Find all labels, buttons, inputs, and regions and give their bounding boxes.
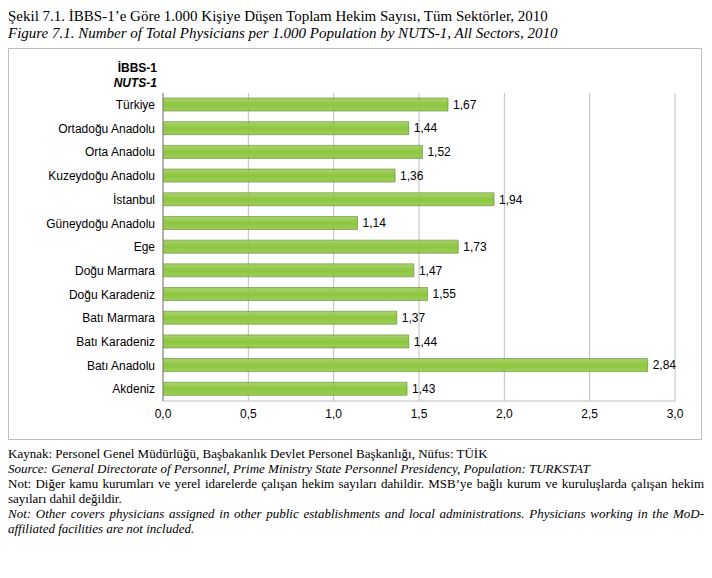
svg-text:1,55: 1,55 — [433, 287, 457, 301]
svg-text:1,5: 1,5 — [411, 407, 428, 421]
svg-text:1,73: 1,73 — [463, 240, 487, 254]
svg-text:1,14: 1,14 — [363, 216, 387, 230]
svg-text:1,0: 1,0 — [325, 407, 342, 421]
svg-text:Doğu Karadeniz: Doğu Karadeniz — [69, 288, 155, 302]
svg-text:0,5: 0,5 — [240, 407, 257, 421]
svg-text:İstanbul: İstanbul — [113, 193, 155, 207]
svg-text:2,84: 2,84 — [653, 358, 677, 372]
svg-text:Doğu Marmara: Doğu Marmara — [75, 264, 155, 278]
svg-text:Güneydoğu Anadolu: Güneydoğu Anadolu — [46, 217, 155, 231]
html-text:İBBS-1: İBBS-1 — [117, 61, 157, 75]
svg-text:Akdeniz: Akdeniz — [112, 382, 155, 396]
svg-text:1,44: 1,44 — [414, 121, 438, 135]
html-text:Not: Other covers physicians a: Not: Other covers physicians assigned in… — [8, 506, 704, 536]
html-text:Kaynak: Personel Genel Müdürlü: Kaynak: Personel Genel Müdürlüğü, Başbak… — [8, 446, 488, 461]
svg-text:Orta Anadolu: Orta Anadolu — [85, 145, 155, 159]
svg-text:Batı Marmara: Batı Marmara — [82, 311, 155, 325]
svg-text:2,0: 2,0 — [496, 407, 513, 421]
svg-text:1,47: 1,47 — [419, 264, 443, 278]
svg-text:1,36: 1,36 — [400, 169, 424, 183]
html-text:NUTS-1: NUTS-1 — [113, 76, 157, 90]
svg-text:1,94: 1,94 — [499, 193, 523, 207]
svg-text:3,0: 3,0 — [667, 407, 684, 421]
html-text:Şekil 7.1. İBBS-1’e Göre 1.000: Şekil 7.1. İBBS-1’e Göre 1.000 Kişiye Dü… — [8, 8, 548, 24]
svg-text:1,37: 1,37 — [402, 311, 426, 325]
svg-text:Batı Anadolu: Batı Anadolu — [87, 359, 155, 373]
svg-text:2,5: 2,5 — [581, 407, 598, 421]
html-text:Not: Diğer kamu kurumları ve y: Not: Diğer kamu kurumları ve yerel idare… — [8, 476, 704, 506]
svg-text:1,43: 1,43 — [412, 382, 436, 396]
svg-text:Türkiye: Türkiye — [116, 98, 156, 112]
svg-text:1,52: 1,52 — [427, 145, 451, 159]
html-text:Source: General Directorate of: Source: General Directorate of Personnel… — [8, 461, 590, 476]
svg-text:Ortadoğu Anadolu: Ortadoğu Anadolu — [58, 122, 155, 136]
html-text:Figure 7.1. Number of Total Ph: Figure 7.1. Number of Total Physicians p… — [8, 25, 558, 41]
svg-text:1,44: 1,44 — [414, 335, 438, 349]
svg-text:Batı Karadeniz: Batı Karadeniz — [76, 335, 155, 349]
svg-text:Ege: Ege — [134, 240, 156, 254]
svg-text:1,67: 1,67 — [453, 98, 477, 112]
svg-text:Kuzeydoğu Anadolu: Kuzeydoğu Anadolu — [48, 169, 155, 183]
svg-text:0,0: 0,0 — [155, 407, 172, 421]
